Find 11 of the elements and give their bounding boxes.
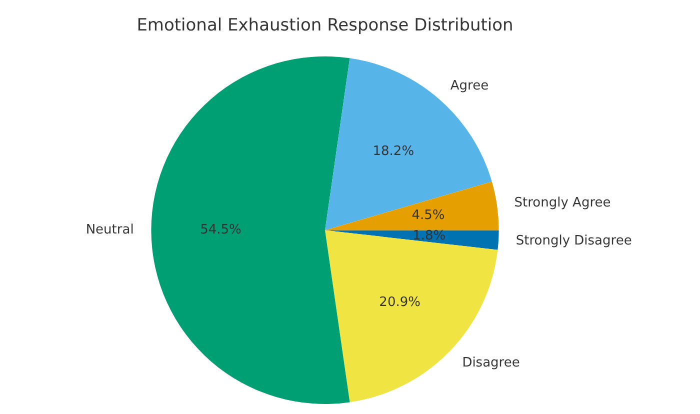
slice-label: Strongly Agree <box>514 196 611 211</box>
slice-label: Neutral <box>86 222 134 238</box>
data-label: 4.5% <box>412 208 445 223</box>
data-label: 54.5% <box>200 222 242 238</box>
slice-label: Agree <box>450 78 489 94</box>
data-label: 20.9% <box>379 295 420 310</box>
data-label: 18.2% <box>372 144 414 159</box>
slice-label: Strongly Disagree <box>516 233 632 248</box>
data-label: 1.8% <box>412 228 446 244</box>
chart-title: Emotional Exhaustion Response Distribution <box>136 16 514 36</box>
slice-label: Disagree <box>462 356 520 371</box>
